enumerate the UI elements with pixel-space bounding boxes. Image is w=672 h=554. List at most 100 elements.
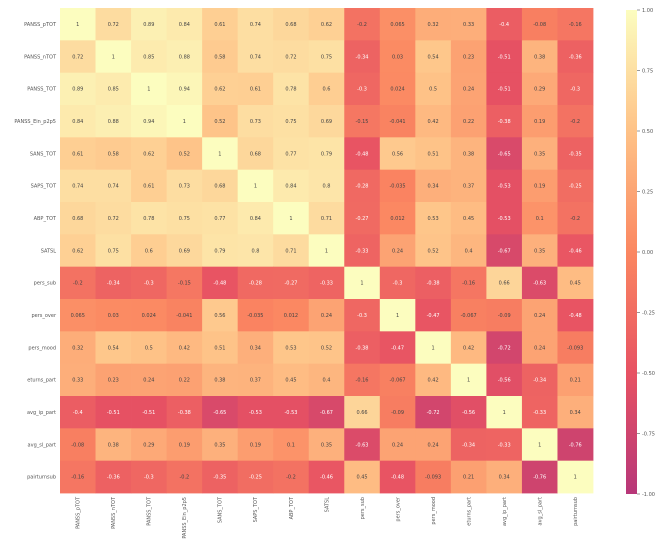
cell-value-label: 1 [147,87,150,93]
colorbar-tick-label: 1.00 [642,8,653,14]
cell-value-label: 1 [432,345,435,351]
cell-value-label: 1 [396,313,399,319]
heatmap-cell [166,234,203,268]
x-axis-tick-labels: PANSS_pTOT PANSS_nTOT PANSS_TOT PANSS_Ein_p… [76,496,579,539]
cell-value-label: 0.61 [250,87,261,93]
cell-value-label: 0.74 [250,22,261,28]
cell-value-label: 0.42 [428,378,439,384]
cell-value-label: 0.38 [214,378,225,384]
cell-value-label: -0.46 [569,248,582,254]
cell-value-label: 0.03 [392,54,403,60]
heatmap-cell [308,234,345,268]
cell-value-label: -0.33 [356,248,369,254]
heatmap-cell [450,299,487,332]
heatmap-cell [202,202,239,235]
heatmap-cell [415,460,452,494]
cell-value-label: -0.3 [393,281,403,287]
heatmap-cell [486,428,523,462]
heatmap-cell [415,299,452,332]
cell-value-label: 0.71 [321,216,332,222]
cell-value-label: -0.25 [569,184,582,190]
heatmap-cell [166,137,203,171]
cell-value-label: -0.3 [570,87,580,93]
heatmap-cell [273,8,310,41]
heatmap-cell [521,331,558,365]
cell-value-label: -0.2 [357,22,367,28]
heatmap-cell [95,8,132,41]
cell-value-label: 0.8 [251,248,259,254]
cell-value-label: 0.51 [214,345,225,351]
heatmap-cell [308,105,345,138]
cell-value-label: -0.65 [498,151,511,157]
heatmap-cell [131,8,167,41]
heatmap-cell [60,266,96,300]
cell-value-label: 0.52 [428,248,439,254]
cell-value-label: 0.45 [570,281,581,287]
cell-value-label: 0.23 [463,54,474,60]
cell-value-label: -0.56 [498,378,511,384]
x-tick-label: SANS_TOT [218,496,224,523]
colorbar-tick-label: 0.75 [642,68,653,74]
cell-value-label: 0.94 [143,119,154,125]
heatmap-cell [308,460,345,494]
cell-value-label: 0.24 [463,87,474,93]
heatmap-cell [166,428,203,462]
heatmap-cell [166,266,203,300]
cell-value-label: 0.35 [321,442,332,448]
heatmap-cell [60,105,96,138]
cell-value-label: -0.72 [427,410,440,416]
heatmap-cell [202,40,239,74]
cell-value-label: 1 [574,475,577,481]
cell-value-label: 0.065 [390,22,404,28]
heatmap-cell [131,428,167,462]
heatmap-cell [95,363,132,397]
heatmap-cell [521,40,558,74]
colorbar-tick-label: -0.50 [642,371,655,377]
heatmap-cell [60,202,96,235]
heatmap-cell [308,396,345,429]
cell-value-label: 0.024 [390,87,404,93]
heatmap-cell [273,299,310,332]
cell-value-label: -0.15 [178,281,191,287]
cell-value-label: -0.16 [462,281,475,287]
heatmap-cell [131,266,167,300]
heatmap-cell [131,169,167,203]
heatmap-cell [60,234,96,268]
heatmap-cell [557,299,594,332]
heatmap-cell [308,266,345,300]
heatmap-cell [521,105,558,138]
heatmap-cell [202,234,239,268]
cell-value-label: 0.6 [145,248,153,254]
y-tick-label: ABP_TOT [34,216,57,222]
heatmap-cell [486,8,523,41]
cell-value-label: 1 [289,216,292,222]
heatmap-cell [131,396,167,429]
heatmap-cell [95,396,132,429]
heatmap-cell [166,8,203,41]
cell-value-label: 0.94 [179,87,190,93]
cell-value-label: 0.88 [179,54,190,60]
heatmap-cell [450,8,487,41]
cell-value-label: 1 [76,22,79,28]
cell-value-label: -0.63 [533,281,546,287]
cell-value-label: 1 [360,281,363,287]
cell-value-label: 0.66 [356,410,367,416]
cell-value-label: 0.19 [179,442,190,448]
heatmap-cell [308,202,345,235]
y-tick-label: PANSS_Ein_p2p5 [14,119,56,125]
cell-value-label: 0.8 [323,184,331,190]
heatmap-cell [60,40,96,74]
heatmap-cell [344,363,381,397]
cell-value-label: -0.3 [144,281,154,287]
heatmap-cell [308,40,345,74]
heatmap-cell [60,169,96,203]
heatmap-cell [202,396,239,429]
cell-value-label: 0.68 [72,216,83,222]
cell-value-label: -0.09 [391,410,404,416]
cell-value-label: -0.51 [498,54,511,60]
heatmap-cell [521,266,558,300]
cell-value-label: 0.54 [428,54,439,60]
cell-value-label: -0.76 [533,475,546,481]
cell-value-label: 0.77 [285,151,296,157]
cell-value-label: 0.74 [250,54,261,60]
